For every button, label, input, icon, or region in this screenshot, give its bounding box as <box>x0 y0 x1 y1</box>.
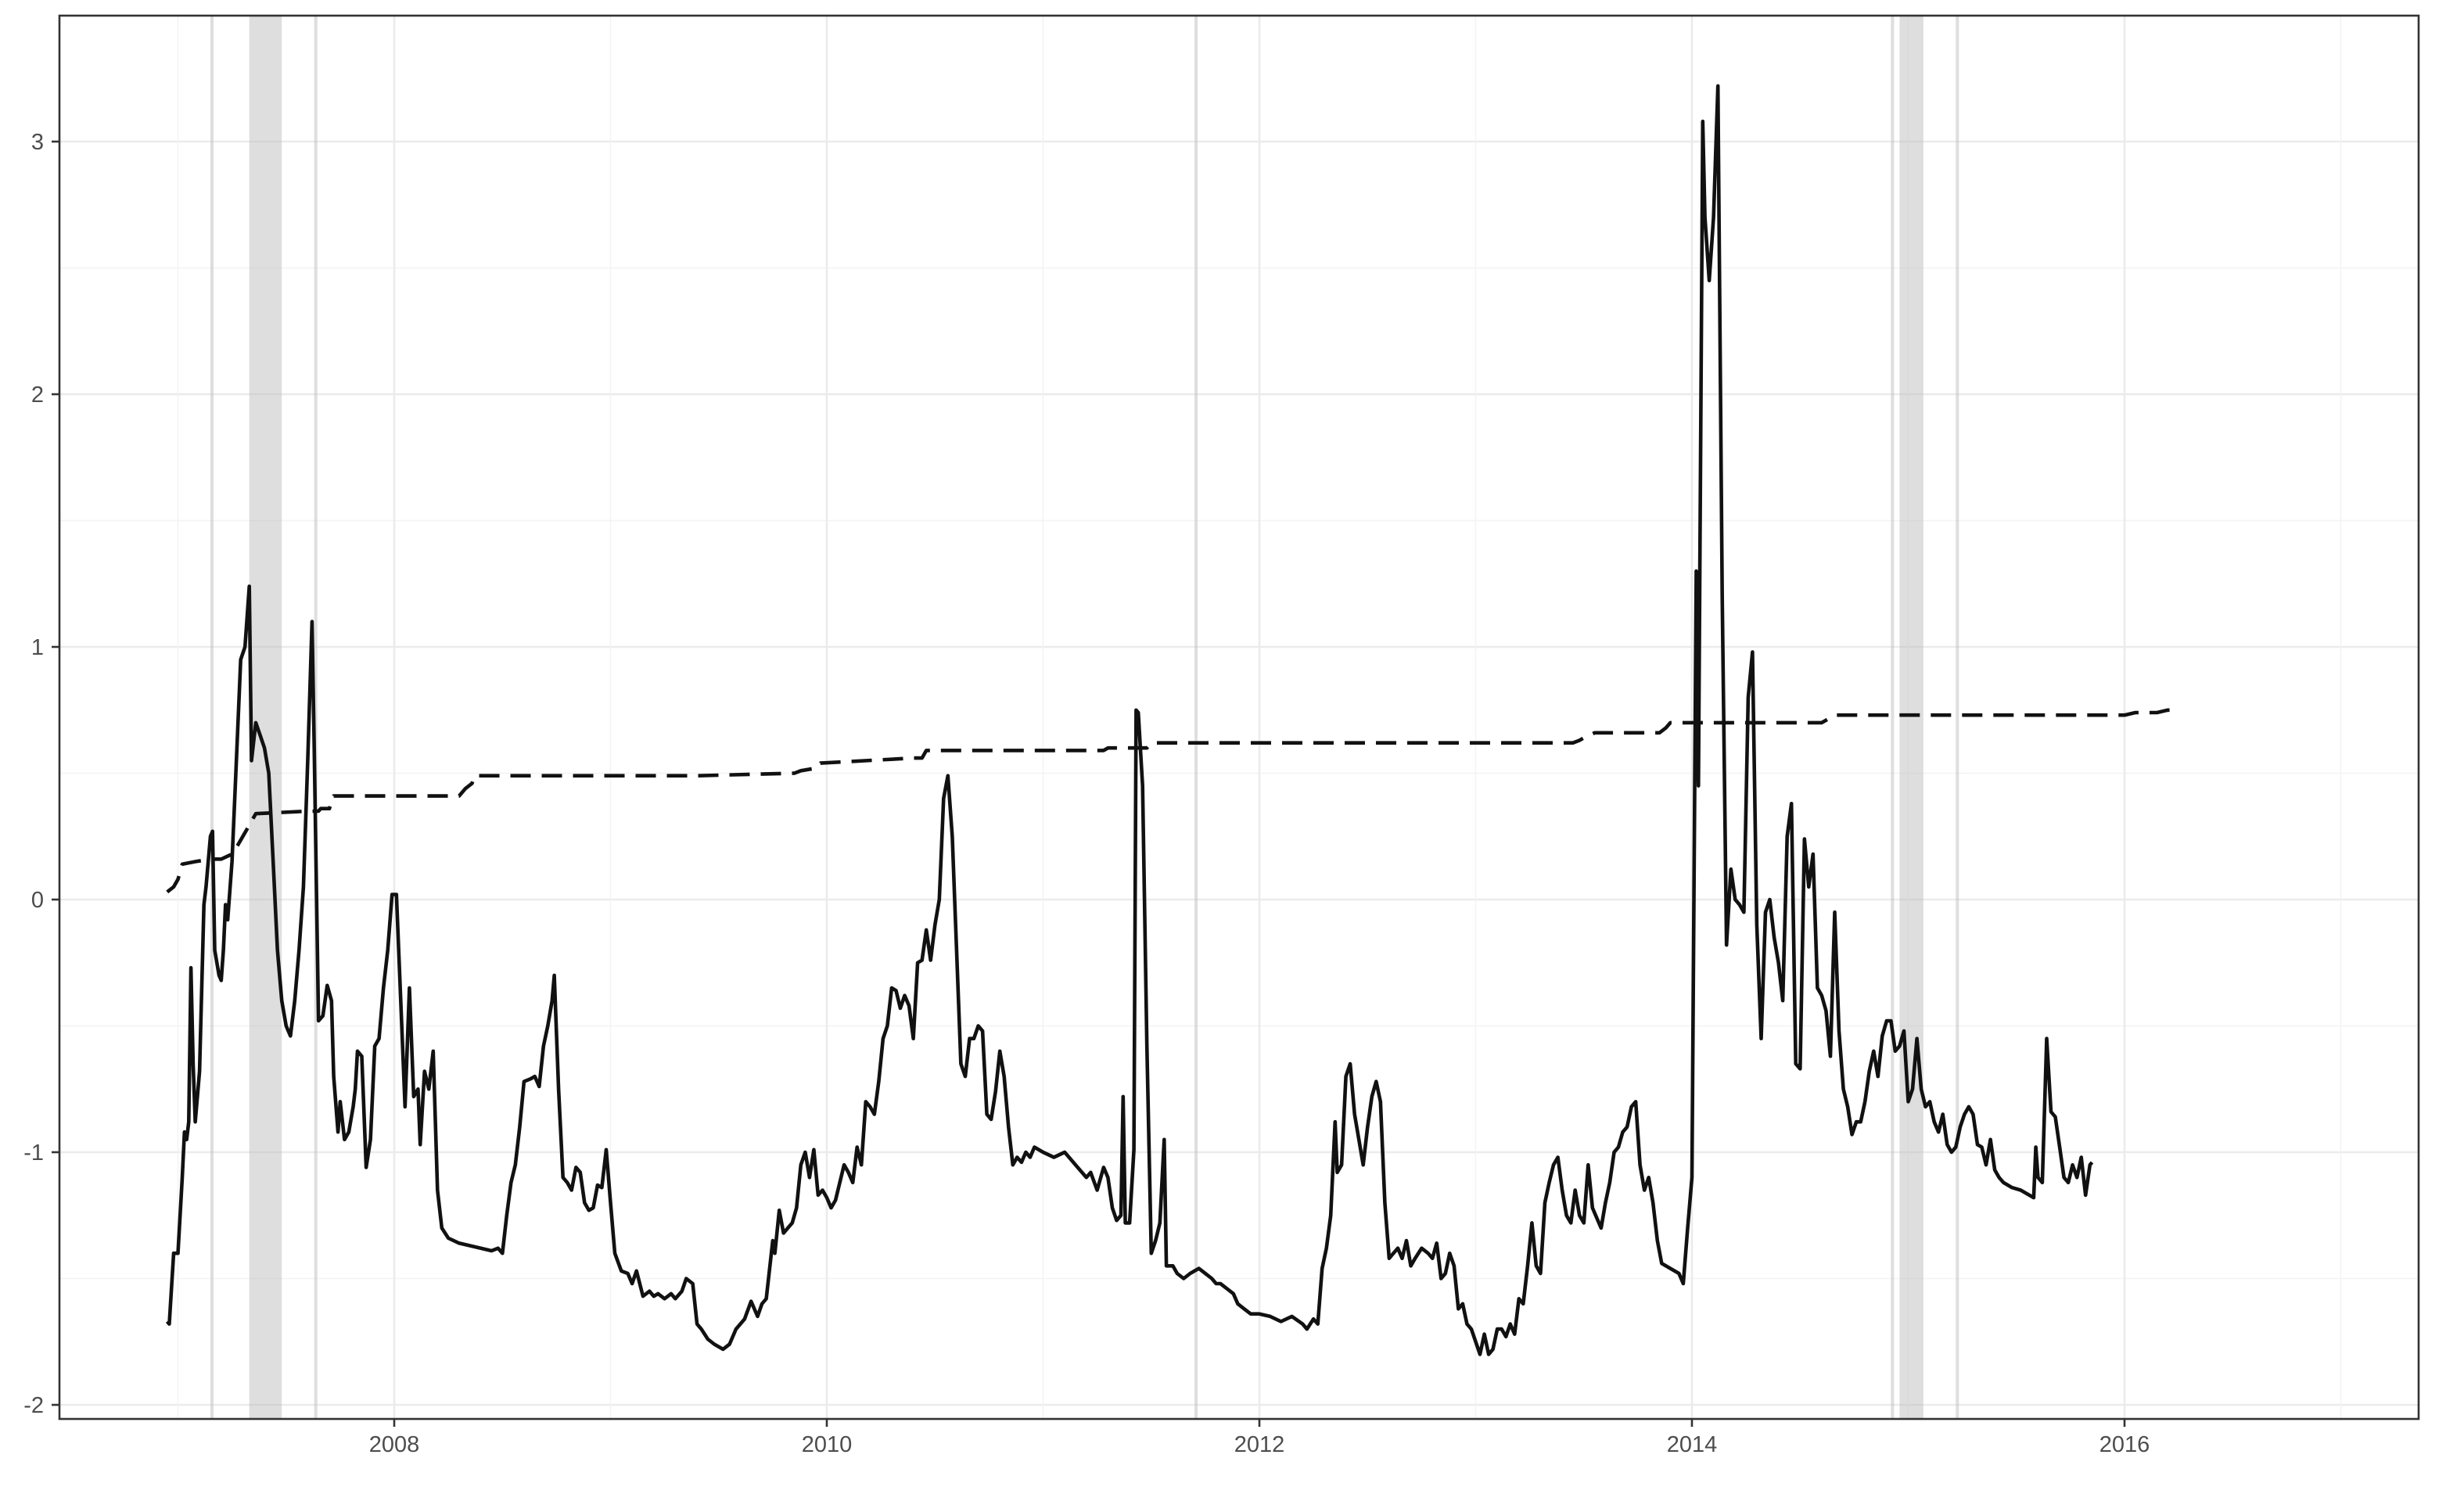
plot-border <box>58 14 2420 1421</box>
x-tick-label: 2014 <box>1667 1432 1718 1457</box>
plot-background <box>59 16 2419 1419</box>
shaded-period-band <box>249 16 282 1419</box>
shaded-period-band <box>314 16 318 1419</box>
plot-frame-layer <box>58 14 2420 1421</box>
x-tick-label: 2016 <box>2099 1432 2150 1457</box>
y-tick-label: 1 <box>31 635 44 660</box>
y-tick-label: -1 <box>23 1140 44 1166</box>
series-layer <box>165 84 2179 1356</box>
x-tick-label: 2012 <box>1234 1432 1285 1457</box>
x-tick-label: 2008 <box>369 1432 420 1457</box>
axes-layer: -2 -1 0 1 2 3 2008 2010 2012 2014 2016 <box>23 130 2150 1457</box>
shaded-period-band <box>210 16 214 1419</box>
y-tick-label: -2 <box>23 1393 44 1418</box>
x-tick-label: 2010 <box>802 1432 853 1457</box>
shaded-period-band <box>1956 16 1959 1419</box>
shaded-periods <box>210 16 1959 1419</box>
grid-layer <box>59 16 2419 1419</box>
shaded-periods-layer <box>59 16 2419 1419</box>
shaded-period-band <box>1891 16 1895 1419</box>
shaded-period-band <box>1194 16 1198 1419</box>
shaded-period-band <box>1899 16 1923 1419</box>
series-line-solid <box>165 84 2094 1356</box>
y-tick-label: 0 <box>31 888 44 913</box>
series-line-dashed <box>166 708 2179 894</box>
y-tick-label: 3 <box>31 130 44 155</box>
y-tick-label: 2 <box>31 383 44 408</box>
